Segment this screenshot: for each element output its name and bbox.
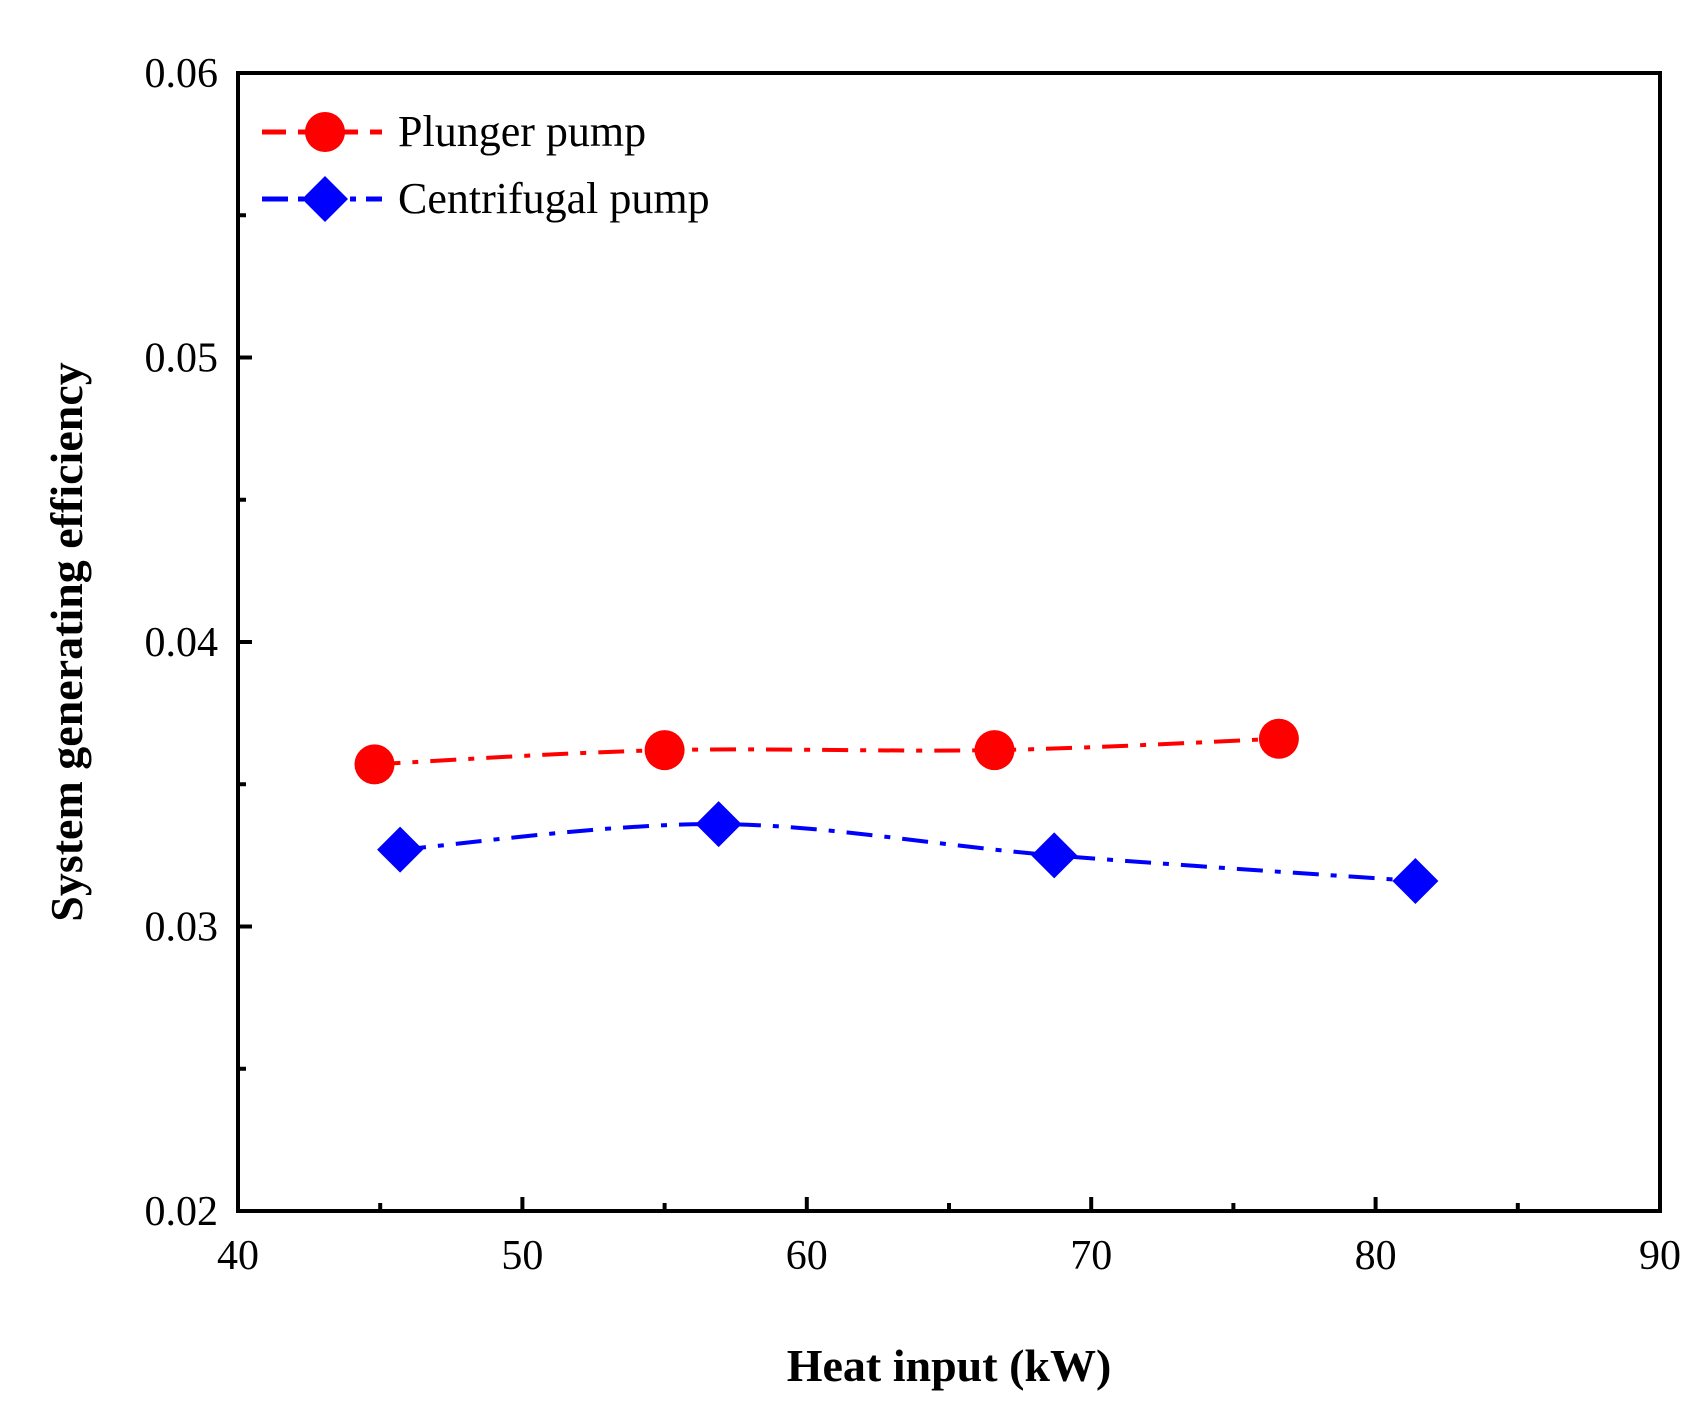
data-point — [1392, 857, 1439, 904]
y-tick-label: 0.03 — [145, 905, 219, 951]
x-axis-label: Heat input (kW) — [787, 1340, 1112, 1391]
series-line — [374, 736, 1279, 767]
x-tick-label: 70 — [1070, 1233, 1112, 1279]
data-point — [644, 730, 685, 771]
y-tick-label: 0.04 — [145, 620, 219, 666]
data-point — [1031, 832, 1078, 879]
x-axis-ticks: 40 50 60 70 80 90 — [217, 1197, 1681, 1279]
series-plunger-pump — [354, 718, 1299, 785]
y-tick-label: 0.06 — [145, 51, 219, 97]
x-tick-label: 50 — [501, 1233, 543, 1279]
data-point — [1258, 718, 1299, 759]
y-axis-ticks: 0.02 0.03 0.04 0.05 0.06 — [145, 51, 252, 1235]
plot-frame — [236, 71, 1662, 1213]
y-tick-label: 0.02 — [145, 1189, 219, 1235]
data-point — [695, 801, 742, 848]
series-centrifugal-pump — [377, 801, 1439, 904]
series-line — [399, 822, 1416, 883]
legend-marker-plunger-pump — [305, 112, 345, 152]
legend-label-centrifugal-pump: Centrifugal pump — [398, 174, 710, 223]
x-tick-label: 90 — [1639, 1233, 1681, 1279]
y-axis-label: System generating efficiency — [41, 362, 92, 922]
x-tick-label: 60 — [786, 1233, 828, 1279]
data-point — [974, 730, 1015, 771]
data-point — [377, 826, 424, 873]
x-tick-label: 40 — [217, 1233, 259, 1279]
legend: Plunger pump Centrifugal pump — [262, 107, 710, 223]
y-tick-label: 0.05 — [145, 336, 219, 382]
legend-label-plunger-pump: Plunger pump — [398, 107, 646, 156]
legend-marker-centrifugal-pump — [302, 176, 348, 222]
data-point — [354, 744, 395, 785]
x-tick-label: 80 — [1355, 1233, 1397, 1279]
series-layer — [354, 718, 1439, 904]
